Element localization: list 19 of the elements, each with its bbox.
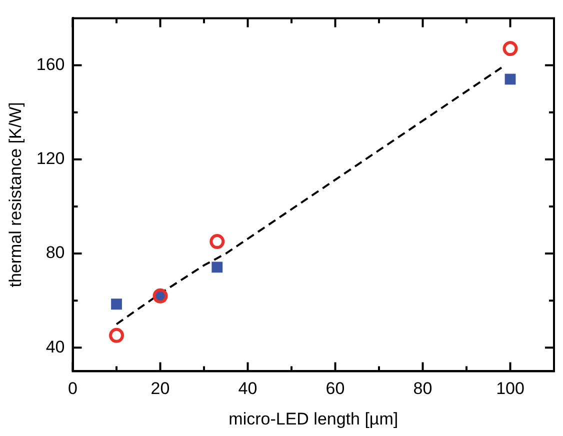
x-tick-label: 80 bbox=[413, 379, 432, 398]
y-tick-label: 40 bbox=[46, 337, 65, 356]
x-tick-label: 60 bbox=[326, 379, 345, 398]
y-axis-title: thermal resistance [K/W] bbox=[6, 102, 25, 288]
y-tick-label: 160 bbox=[36, 54, 65, 74]
y-tick-label: 120 bbox=[36, 149, 65, 168]
point bbox=[109, 328, 124, 343]
point bbox=[504, 74, 516, 85]
point bbox=[111, 298, 122, 310]
x-tick-label: 40 bbox=[238, 379, 258, 398]
point bbox=[212, 262, 223, 273]
point bbox=[502, 41, 518, 56]
point bbox=[210, 234, 225, 250]
x-tick-label: 100 bbox=[496, 379, 524, 398]
y-tick-label: 80 bbox=[46, 243, 65, 262]
x-tick-label: 20 bbox=[150, 379, 170, 398]
line-series bbox=[116, 66, 502, 326]
x-tick-label: 0 bbox=[68, 379, 78, 398]
x-axis-title: micro-LED length [µm] bbox=[228, 409, 398, 428]
